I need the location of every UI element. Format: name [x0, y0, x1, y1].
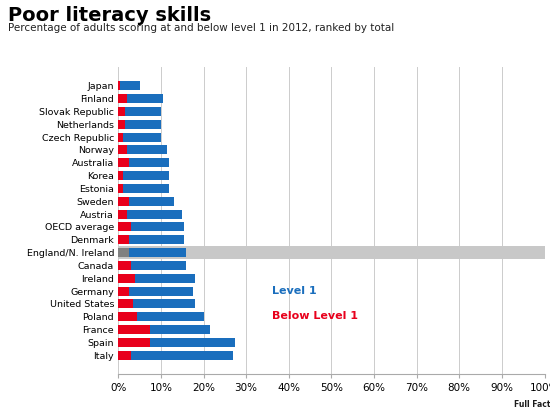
Bar [126, 94, 163, 103]
Bar [118, 107, 125, 116]
Bar [125, 107, 161, 116]
Bar [118, 261, 131, 270]
Bar [118, 338, 150, 347]
Text: Level 1: Level 1 [272, 286, 316, 296]
Bar [120, 81, 140, 90]
Bar [133, 299, 195, 308]
Bar [118, 351, 131, 360]
Bar [118, 299, 133, 308]
Text: Source:: Source: [8, 396, 53, 406]
Bar [123, 171, 169, 180]
Polygon shape [492, 384, 550, 417]
Bar [129, 248, 186, 257]
Bar [118, 210, 126, 218]
Bar [118, 246, 544, 260]
Bar [123, 184, 169, 193]
Bar [118, 120, 125, 129]
Bar [118, 286, 129, 296]
Bar [118, 325, 150, 334]
Bar [118, 248, 129, 257]
Bar [129, 286, 193, 296]
Bar [118, 81, 120, 90]
Bar [118, 184, 123, 193]
Bar [118, 223, 131, 231]
Bar [129, 158, 169, 167]
Bar [118, 133, 123, 142]
Bar [131, 351, 233, 360]
Bar [150, 325, 210, 334]
Bar [150, 338, 235, 347]
Bar [131, 261, 186, 270]
Bar [129, 235, 184, 244]
Bar [118, 171, 123, 180]
Bar [118, 94, 126, 103]
Bar [118, 235, 129, 244]
Text: Below Level 1: Below Level 1 [272, 311, 358, 320]
Bar [126, 145, 167, 155]
Bar [118, 158, 129, 167]
Bar [126, 210, 182, 218]
Text: Percentage of adults scoring at and below level 1 in 2012, ranked by total: Percentage of adults scoring at and belo… [8, 23, 394, 33]
Text: OECD Skills Outlook 2013, Table A2.1: OECD Skills Outlook 2013, Table A2.1 [47, 396, 241, 406]
Bar [118, 312, 138, 321]
Bar [135, 274, 195, 283]
Text: Poor literacy skills: Poor literacy skills [8, 6, 211, 25]
Bar [118, 197, 129, 206]
Bar [129, 197, 174, 206]
Bar [123, 133, 161, 142]
Bar [118, 145, 126, 155]
Bar [131, 223, 184, 231]
Text: Full Fact: Full Fact [514, 399, 550, 409]
Bar [118, 274, 135, 283]
Bar [125, 120, 161, 129]
Bar [138, 312, 204, 321]
